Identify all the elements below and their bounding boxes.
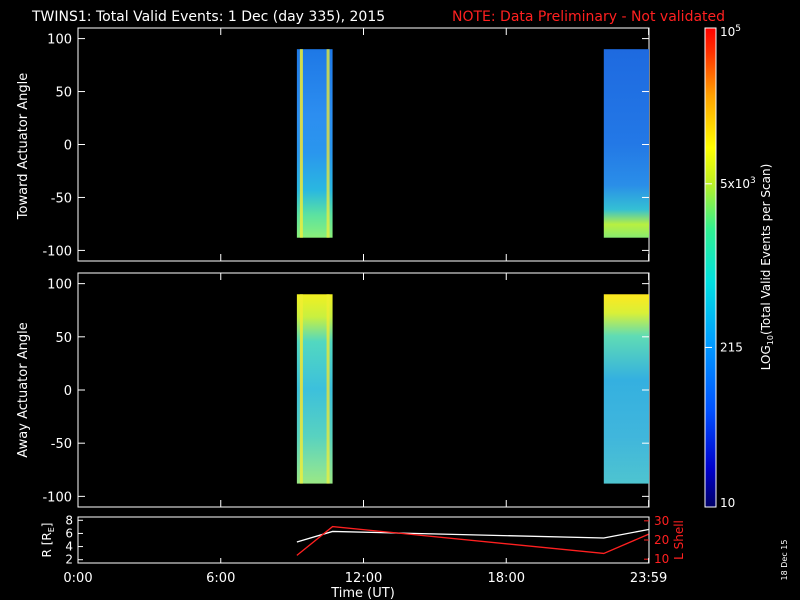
time-tick-label: 12:00: [345, 571, 382, 586]
away-heatmap-block-2: [603, 294, 649, 484]
away-ytick-label: -50: [51, 437, 72, 452]
away-panel-frame: [77, 272, 650, 508]
away-ylabel: Away Actuator Angle: [16, 322, 31, 457]
colorbar-label-prefix: LOG: [759, 345, 773, 370]
radius-ytick-label: 2: [65, 553, 73, 567]
toward-ytick-label: 50: [55, 86, 72, 101]
away-ytick-label: 100: [47, 278, 72, 293]
colorbar-tick-base: 215: [720, 340, 743, 354]
lshell-ytick-label: 20: [654, 533, 669, 547]
colorbar-tick-label: 5x103: [720, 176, 756, 191]
radius-line: [296, 528, 649, 543]
away-ytick-label: 0: [64, 384, 72, 399]
toward-stripe-right: [326, 49, 330, 238]
away-ytick-label: 50: [55, 331, 72, 346]
toward-ylabel: Toward Actuator Angle: [16, 73, 31, 220]
lshell-ytick-label: 10: [654, 552, 669, 566]
away-ytick-label: -100: [42, 490, 72, 505]
colorbar-tick-label: 105: [720, 24, 741, 39]
figure-title: TWINS1: Total Valid Events: 1 Dec (day 3…: [31, 9, 385, 25]
lshell-line: [296, 525, 649, 556]
colorbar-label-sub: 10: [766, 335, 775, 345]
colorbar-tick-label: 10: [720, 496, 735, 510]
colorbar-label-suffix: (Total Valid Events per Scan): [759, 164, 773, 335]
radius-ytick-label: 4: [65, 540, 73, 554]
colorbar-tick-exponent: 3: [750, 176, 756, 186]
toward-ytick-label: -50: [51, 191, 72, 206]
toward-ytick-label: 0: [64, 139, 72, 154]
time-tick-label: 23:59: [630, 571, 667, 586]
time-xlabel: Time (UT): [330, 586, 395, 600]
toward-stripe-left: [299, 49, 303, 238]
colorbar-tick-base: 10: [720, 25, 735, 39]
toward-ytick-label: 100: [47, 33, 72, 48]
colorbar: [704, 27, 717, 508]
time-tick-label: 0:00: [63, 571, 92, 586]
colorbar-tick-exponent: 5: [735, 24, 741, 34]
lshell-ylabel: L Shell: [672, 520, 686, 560]
radius-ylabel-sub: E: [47, 527, 56, 532]
radius-ylabel-end: ]: [40, 523, 54, 528]
away-stripe-right: [326, 294, 330, 484]
toward-heatmap-block-2: [603, 49, 649, 238]
radius-ytick-label: 8: [65, 513, 73, 527]
orbit-panel-frame: [77, 516, 650, 564]
radius-ylabel: R [RE]: [40, 523, 56, 558]
colorbar-tick-label: 215: [720, 340, 743, 354]
lshell-ytick-label: 30: [654, 514, 669, 528]
date-stamp: 18 Dec 15: [780, 540, 789, 581]
colorbar-tick-base: 10: [720, 496, 735, 510]
radius-ylabel-main: R [R: [40, 532, 54, 557]
preliminary-note: NOTE: Data Preliminary - Not validated: [452, 9, 725, 25]
toward-panel-frame: [77, 27, 650, 262]
time-tick-label: 6:00: [206, 571, 235, 586]
away-stripe-left: [299, 294, 303, 484]
colorbar-label: LOG10(Total Valid Events per Scan): [759, 164, 775, 371]
toward-ytick-label: -100: [42, 244, 72, 259]
time-tick-label: 18:00: [488, 571, 525, 586]
colorbar-tick-base: 5x10: [720, 177, 750, 191]
radius-ytick-label: 6: [65, 526, 73, 540]
